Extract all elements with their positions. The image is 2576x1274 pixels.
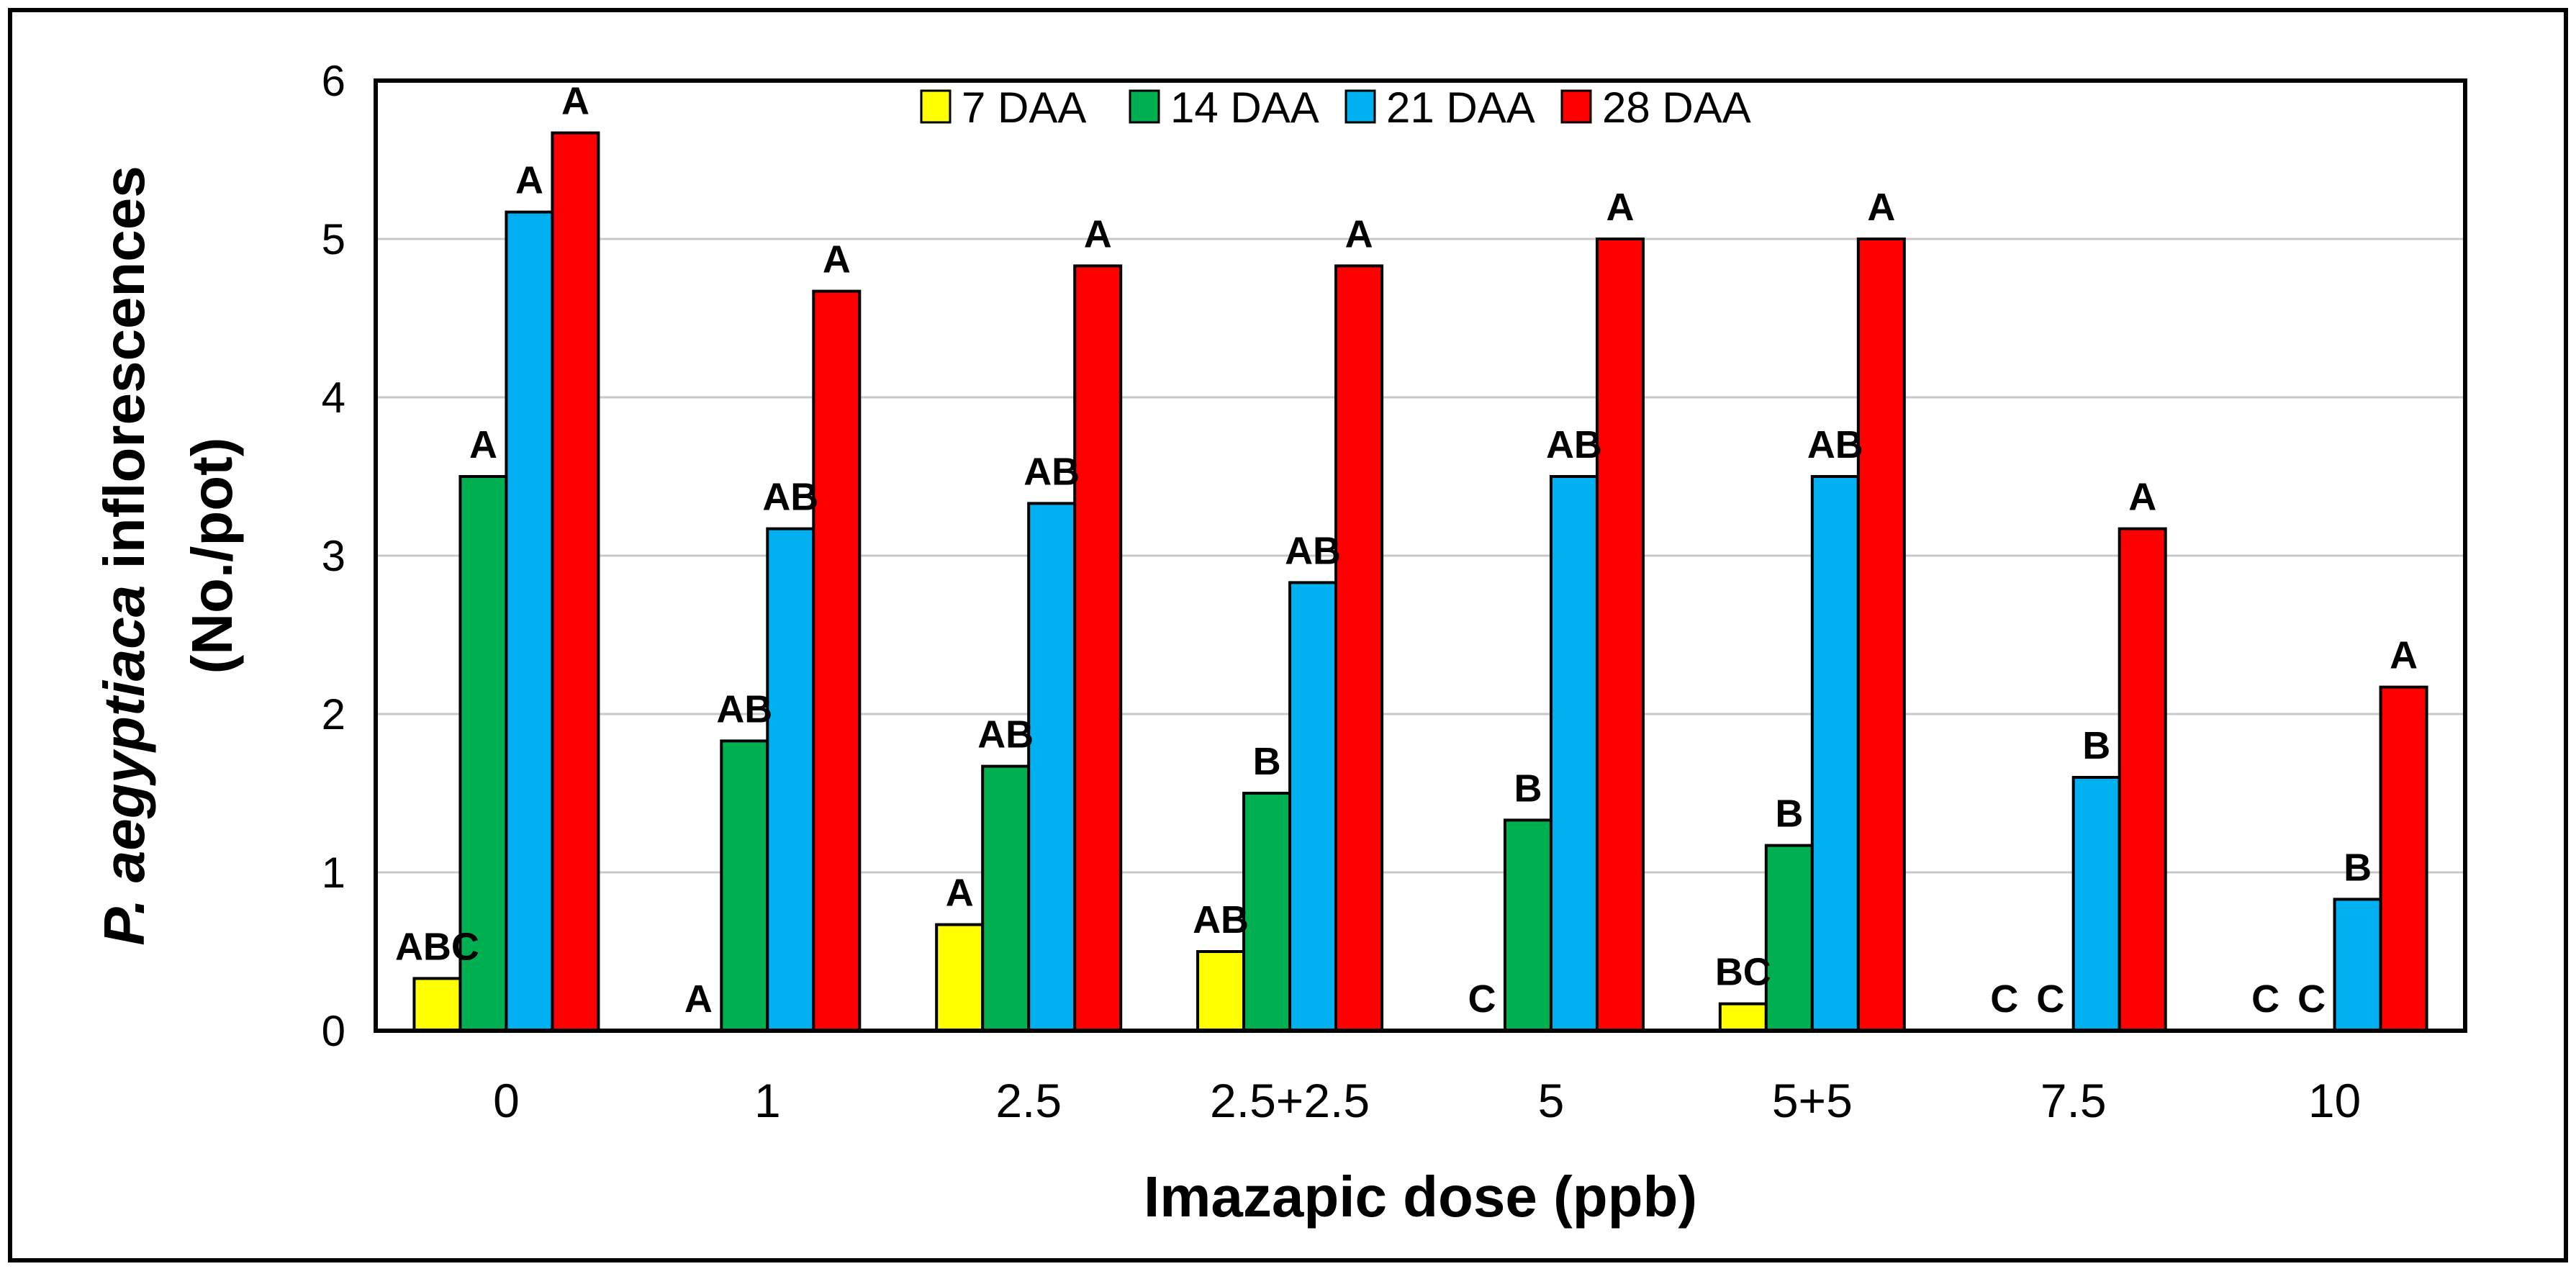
legend-label: 21 DAA bbox=[1386, 83, 1535, 132]
bar bbox=[720, 739, 769, 1033]
significance-letter: A bbox=[561, 80, 589, 123]
legend-swatch bbox=[1129, 89, 1160, 124]
bar bbox=[935, 923, 985, 1032]
y-tick-label: 5 bbox=[322, 215, 345, 263]
bar bbox=[1810, 475, 1860, 1032]
legend-label: 14 DAA bbox=[1170, 83, 1319, 132]
bar bbox=[981, 764, 1031, 1032]
legend: 7 DAA 14 DAA 21 DAA 28 DAA bbox=[920, 83, 1751, 132]
x-tick-label: 0 bbox=[493, 1074, 520, 1127]
significance-letter: A bbox=[515, 159, 543, 202]
significance-letter: A bbox=[946, 872, 974, 915]
x-tick-label: 1 bbox=[754, 1074, 781, 1127]
significance-letter: C bbox=[2251, 977, 2279, 1021]
bar bbox=[1334, 264, 1384, 1032]
y-tick-label: 1 bbox=[322, 849, 345, 897]
legend-label: 28 DAA bbox=[1602, 83, 1751, 132]
significance-letter: A bbox=[1867, 186, 1895, 229]
y-axis-title-species: P. aegyptiaca bbox=[92, 585, 156, 946]
x-tick-label: 10 bbox=[2308, 1074, 2361, 1127]
significance-letter: BC bbox=[1715, 951, 1771, 994]
significance-letter: B bbox=[1253, 740, 1281, 783]
x-tick-labels: 0 1 2.5 2.5+2.5 5 5+5 7.5 10 bbox=[493, 1074, 2361, 1127]
bar bbox=[2333, 898, 2382, 1033]
significance-letter: A bbox=[1345, 212, 1373, 256]
bar bbox=[1549, 475, 1599, 1032]
significance-letter: AB bbox=[1546, 423, 1602, 466]
legend-swatch bbox=[920, 89, 952, 124]
significance-letter: B bbox=[2082, 724, 2110, 767]
bar bbox=[1503, 818, 1553, 1033]
significance-letter: A bbox=[823, 238, 851, 281]
legend-label: 7 DAA bbox=[962, 83, 1086, 132]
significance-letter: A bbox=[469, 423, 497, 466]
significance-letter: C bbox=[1990, 977, 2018, 1021]
y-tick-label: 0 bbox=[322, 1007, 345, 1055]
bar bbox=[1764, 844, 1814, 1032]
significance-letter: ABC bbox=[395, 925, 479, 968]
significance-letter: AB bbox=[762, 476, 818, 519]
y-tick-label: 2 bbox=[322, 690, 345, 738]
outer-frame bbox=[8, 8, 2568, 1262]
bar bbox=[1718, 1002, 1768, 1032]
bar bbox=[1288, 581, 1338, 1032]
significance-letter: AB bbox=[1193, 898, 1249, 941]
significance-letter: A bbox=[1606, 186, 1634, 229]
legend-swatch bbox=[1345, 89, 1376, 124]
x-tick-label: 2.5 bbox=[995, 1074, 1062, 1127]
significance-letter: AB bbox=[1807, 423, 1863, 466]
significance-letter: A bbox=[2390, 634, 2418, 677]
bar bbox=[412, 977, 462, 1033]
significance-letter: A bbox=[2128, 476, 2156, 519]
significance-letter: C bbox=[1468, 977, 1496, 1021]
bars bbox=[412, 131, 2428, 1033]
y-axis-title: P. aegyptiaca inflorescences (No./pot) bbox=[92, 166, 244, 946]
x-tick-label: 7.5 bbox=[2041, 1074, 2107, 1127]
x-tick-label: 2.5+2.5 bbox=[1210, 1074, 1370, 1127]
bar bbox=[505, 210, 554, 1033]
y-tick-labels: 0 1 2 3 4 5 6 bbox=[322, 57, 345, 1055]
bar bbox=[1856, 238, 1906, 1032]
y-axis-title-line2: (No./pot) bbox=[180, 438, 244, 674]
significance-letter: AB bbox=[1023, 450, 1080, 493]
significance-letter: B bbox=[1514, 767, 1542, 810]
y-tick-label: 6 bbox=[322, 57, 345, 105]
x-tick-label: 5+5 bbox=[1772, 1074, 1853, 1127]
bar bbox=[766, 527, 815, 1032]
x-axis-title: Imazapic dose (ppb) bbox=[1144, 1165, 1697, 1229]
significance-letter: A bbox=[684, 977, 713, 1021]
bar bbox=[1073, 264, 1123, 1032]
y-axis-title-line1: P. aegyptiaca inflorescences bbox=[92, 166, 156, 946]
significance-letter: B bbox=[2344, 846, 2372, 889]
x-tick-label: 5 bbox=[1538, 1074, 1565, 1127]
bar bbox=[2118, 527, 2167, 1032]
bar bbox=[1196, 950, 1246, 1032]
bar bbox=[812, 289, 862, 1033]
bar bbox=[1595, 238, 1645, 1032]
bar bbox=[2071, 776, 2121, 1032]
y-axis-title-measure: inflorescences bbox=[92, 166, 156, 585]
y-tick-label: 3 bbox=[322, 532, 345, 580]
bar bbox=[1027, 502, 1077, 1032]
bar bbox=[551, 131, 600, 1033]
bar bbox=[2379, 685, 2428, 1032]
significance-letter: A bbox=[1084, 212, 1112, 256]
plot-area-frame bbox=[374, 78, 2467, 1033]
significance-letter: AB bbox=[716, 687, 772, 731]
significance-letter: AB bbox=[977, 713, 1034, 756]
significance-letter: C bbox=[2297, 977, 2326, 1021]
significance-letter: C bbox=[2036, 977, 2064, 1021]
y-tick-label: 4 bbox=[322, 374, 345, 422]
significance-letter: AB bbox=[1285, 529, 1341, 572]
legend-swatch bbox=[1560, 89, 1592, 124]
bar bbox=[1242, 792, 1292, 1032]
significance-letter: B bbox=[1775, 792, 1803, 836]
